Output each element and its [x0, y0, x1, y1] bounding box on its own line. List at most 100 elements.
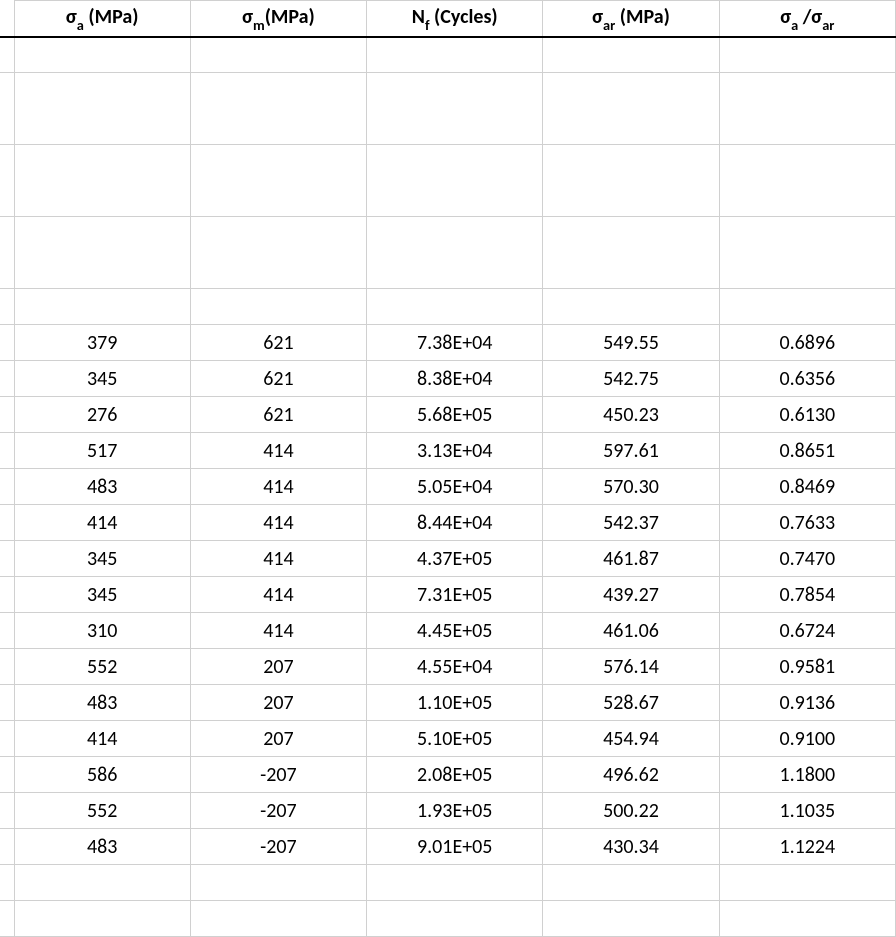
cell-ratio: 0.6896 — [719, 325, 895, 361]
table-row: 586-2072.08E+05496.621.1800 — [0, 757, 896, 793]
cell-sigma_a: 517 — [14, 433, 190, 469]
col-header-nf: Nf (Cycles) — [367, 1, 543, 37]
cell-sigma_m: 621 — [190, 325, 366, 361]
cell-nf: 9.01E+05 — [367, 829, 543, 865]
empty-cell — [190, 37, 366, 73]
cell-sigma_m: 207 — [190, 685, 366, 721]
stub-cell — [0, 721, 14, 757]
cell-ratio: 0.6724 — [719, 613, 895, 649]
cell-sigma_m: -207 — [190, 757, 366, 793]
cell-sigma_a: 483 — [14, 829, 190, 865]
cell-sigma_m: 621 — [190, 361, 366, 397]
stub-cell — [0, 361, 14, 397]
cell-ratio: 0.9581 — [719, 649, 895, 685]
cell-sigma_ar: 430.34 — [543, 829, 719, 865]
table-row: 2766215.68E+05450.230.6130 — [0, 397, 896, 433]
empty-cell — [367, 865, 543, 901]
header-sub: ar — [603, 16, 615, 34]
header-suffix: (MPa) — [615, 5, 670, 29]
cell-sigma_a: 379 — [14, 325, 190, 361]
header-main: σ — [592, 5, 603, 29]
cell-sigma_a: 345 — [14, 577, 190, 613]
cell-sigma_ar: 500.22 — [543, 793, 719, 829]
cell-ratio: 0.8469 — [719, 469, 895, 505]
stub-header — [0, 1, 14, 37]
header-sub2: ar — [822, 16, 834, 34]
empty-cell — [14, 217, 190, 289]
empty-cell — [367, 73, 543, 145]
header-suffix: (MPa) — [265, 5, 315, 29]
col-header-sigma-m: σm(MPa) — [190, 1, 366, 37]
header-suffix: (MPa) — [84, 5, 139, 29]
cell-nf: 4.45E+05 — [367, 613, 543, 649]
cell-sigma_m: -207 — [190, 793, 366, 829]
cell-sigma_ar: 439.27 — [543, 577, 719, 613]
blank-row — [0, 865, 896, 901]
table-row: 4834145.05E+04570.300.8469 — [0, 469, 896, 505]
cell-sigma_a: 552 — [14, 793, 190, 829]
blank-row — [0, 37, 896, 73]
col-header-sigma-ar: σar (MPa) — [543, 1, 719, 37]
cell-sigma_m: 621 — [190, 397, 366, 433]
empty-cell — [14, 37, 190, 73]
cell-ratio: 0.9136 — [719, 685, 895, 721]
col-header-sigma-a: σa (MPa) — [14, 1, 190, 37]
cell-nf: 1.93E+05 — [367, 793, 543, 829]
cell-sigma_a: 345 — [14, 361, 190, 397]
table-row: 4142075.10E+05454.940.9100 — [0, 721, 896, 757]
empty-cell — [719, 901, 895, 937]
table-row: 552-2071.93E+05500.221.1035 — [0, 793, 896, 829]
cell-sigma_ar: 528.67 — [543, 685, 719, 721]
header-main: σ — [780, 5, 791, 29]
header-main: σ — [66, 5, 77, 29]
cell-nf: 3.13E+04 — [367, 433, 543, 469]
table-header-row: σa (MPa) σm(MPa) Nf (Cycles) σar (MPa) σ… — [0, 1, 896, 37]
empty-cell — [543, 145, 719, 217]
table-row: 4144148.44E+04542.370.7633 — [0, 505, 896, 541]
stub-cell — [0, 217, 14, 289]
empty-cell — [190, 145, 366, 217]
blank-row — [0, 217, 896, 289]
empty-cell — [719, 217, 895, 289]
blank-row — [0, 145, 896, 217]
cell-sigma_a: 414 — [14, 505, 190, 541]
empty-cell — [190, 73, 366, 145]
cell-sigma_m: 414 — [190, 577, 366, 613]
empty-cell — [719, 37, 895, 73]
header-suffix: /σ — [798, 5, 822, 29]
header-main: σ — [242, 5, 253, 29]
empty-cell — [367, 145, 543, 217]
stub-cell — [0, 433, 14, 469]
stub-cell — [0, 685, 14, 721]
empty-cell — [14, 145, 190, 217]
cell-sigma_ar: 542.37 — [543, 505, 719, 541]
empty-cell — [190, 217, 366, 289]
empty-cell — [14, 289, 190, 325]
stub-cell — [0, 541, 14, 577]
stub-cell — [0, 289, 14, 325]
cell-sigma_ar: 570.30 — [543, 469, 719, 505]
cell-ratio: 0.7633 — [719, 505, 895, 541]
empty-cell — [719, 145, 895, 217]
empty-cell — [543, 37, 719, 73]
fatigue-data-table: σa (MPa) σm(MPa) Nf (Cycles) σar (MPa) σ… — [0, 0, 896, 937]
empty-cell — [719, 865, 895, 901]
stub-cell — [0, 397, 14, 433]
cell-sigma_a: 345 — [14, 541, 190, 577]
cell-nf: 8.44E+04 — [367, 505, 543, 541]
cell-ratio: 0.8651 — [719, 433, 895, 469]
empty-cell — [367, 901, 543, 937]
cell-sigma_m: 414 — [190, 613, 366, 649]
cell-sigma_a: 552 — [14, 649, 190, 685]
stub-cell — [0, 505, 14, 541]
stub-cell — [0, 325, 14, 361]
cell-sigma_m: 414 — [190, 541, 366, 577]
table-row: 3454147.31E+05439.270.7854 — [0, 577, 896, 613]
empty-cell — [367, 217, 543, 289]
cell-nf: 2.08E+05 — [367, 757, 543, 793]
cell-sigma_a: 483 — [14, 685, 190, 721]
cell-nf: 5.05E+04 — [367, 469, 543, 505]
empty-cell — [367, 37, 543, 73]
header-main: N — [412, 5, 425, 29]
table-row: 5174143.13E+04597.610.8651 — [0, 433, 896, 469]
